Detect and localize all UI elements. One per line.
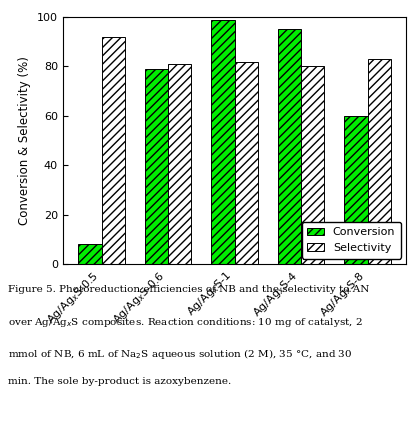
Bar <box>367 59 391 264</box>
Bar <box>78 245 102 264</box>
Bar <box>168 64 191 264</box>
Text: over Ag/Ag$_x$S composites. Reaction conditions: 10 mg of catalyst, 2: over Ag/Ag$_x$S composites. Reaction con… <box>8 316 363 329</box>
Text: mmol of NB, 6 mL of Na$_2$S aqueous solution (2 M), 35 °C, and 30: mmol of NB, 6 mL of Na$_2$S aqueous solu… <box>8 347 353 361</box>
Bar <box>235 61 258 264</box>
Bar <box>344 116 367 264</box>
Y-axis label: Conversion & Selectivity (%): Conversion & Selectivity (%) <box>18 56 31 225</box>
Bar <box>145 69 168 264</box>
Bar <box>278 29 301 264</box>
Text: min. The sole by-product is azoxybenzene.: min. The sole by-product is azoxybenzene… <box>8 377 232 386</box>
Text: Figure 5. Photoreduction efficiencies of NB and the selectivity to AN: Figure 5. Photoreduction efficiencies of… <box>8 285 370 294</box>
Legend: Conversion, Selectivity: Conversion, Selectivity <box>302 222 401 259</box>
Bar <box>211 20 235 264</box>
Bar <box>102 37 125 264</box>
Bar <box>301 66 324 264</box>
